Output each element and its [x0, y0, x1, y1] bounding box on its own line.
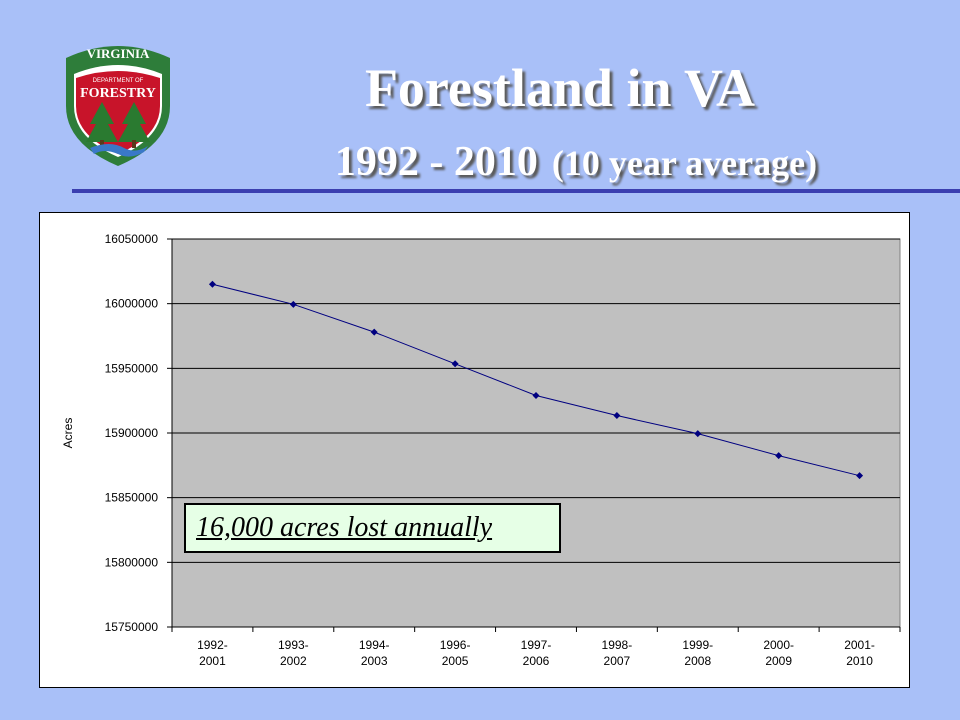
data-point [208, 280, 216, 288]
x-tick-label: 1993-2002 [278, 638, 309, 668]
y-tick-label: 16000000 [105, 297, 159, 311]
x-tick-label: 1992-2001 [197, 638, 228, 668]
x-tick-label: 1999-2008 [682, 638, 713, 668]
page-subtitle: 1992 - 2010 (10 year average) [276, 136, 876, 189]
tree-icon [86, 102, 150, 148]
title-divider [72, 189, 960, 193]
x-tick-label: 2000-2009 [763, 638, 794, 668]
y-tick-label: 15850000 [105, 491, 159, 505]
forestry-logo: VIRGINIA DEPARTMENT OF FORESTRY [66, 46, 170, 166]
x-tick-label: 2001-2010 [844, 638, 875, 668]
subtitle-note: (10 year average) [551, 143, 818, 183]
logo-middle-text: DEPARTMENT OF [93, 78, 144, 84]
x-tick-label: 1997-2006 [521, 638, 552, 668]
line-chart: 15750000 15800000 15850000 15900000 15950000… [61, 232, 901, 668]
water-icon [90, 144, 148, 157]
y-tick-label: 15750000 [105, 620, 159, 634]
data-point [694, 430, 702, 438]
logo-top-text: VIRGINIA [87, 46, 150, 61]
y-tick-label: 16050000 [105, 232, 159, 246]
logo-bottom-text: FORESTRY [80, 86, 156, 101]
chart-area: 15750000 15800000 15850000 15900000 15950000… [39, 212, 910, 688]
data-point [613, 412, 621, 420]
data-point [289, 300, 297, 308]
page-title: Forestland in VA [364, 58, 756, 118]
data-point [451, 360, 459, 368]
x-tick-label: 1996-2005 [440, 638, 471, 668]
y-axis-label: Acres [61, 418, 75, 449]
data-point [370, 328, 378, 336]
data-point [856, 472, 864, 480]
data-point [532, 391, 540, 399]
chart-annotation: 16,000 acres lost annually [184, 503, 561, 553]
x-tick-label: 1994-2003 [359, 638, 390, 668]
y-tick-label: 15950000 [105, 361, 159, 375]
y-tick-label: 15900000 [105, 426, 159, 440]
subtitle-years: 1992 - 2010 [334, 139, 538, 185]
data-point [775, 452, 783, 460]
y-tick-label: 15800000 [105, 555, 159, 569]
x-tick-label: 1998-2007 [602, 638, 633, 668]
